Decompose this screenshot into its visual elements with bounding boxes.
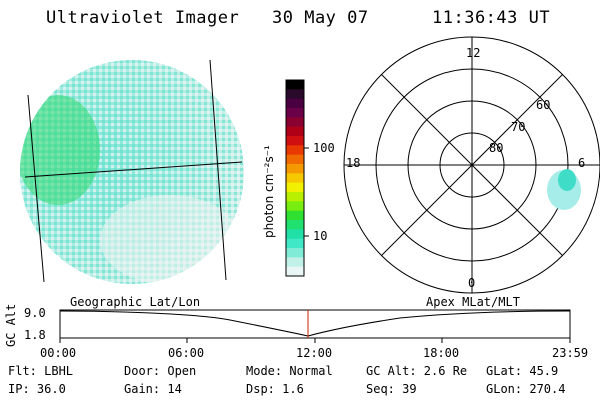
latitude-line [24,161,243,178]
instrument-title: Ultraviolet Imager [46,8,240,28]
altitude-xtick-1200: 12:00 [296,346,333,360]
colorbar-segment [286,117,304,128]
colorbar-segment [286,89,304,100]
mlt-label-6: 6 [578,156,586,170]
colorbar-segment [286,126,304,137]
colorbar-segment [286,108,304,118]
colorbar-segment [286,238,304,249]
info-gc-alt: GC Alt: 2.6 Re [366,364,468,378]
mlt-label-18: 18 [346,156,361,170]
colorbar-segment [286,136,304,146]
polar-aurora-blob [547,169,581,210]
altitude-xtick-2359: 23:59 [552,346,589,360]
info-glon: GLon: 270.4 [486,382,566,396]
colorbar-segment [286,210,304,221]
date-label: 30 May 07 [272,8,369,28]
colorbar-segment [286,229,304,240]
time-label: 11:36:43 UT [432,8,551,28]
colorbar-segment [286,164,304,174]
colorbar-label-10: 10 [313,229,328,243]
mlt-label-0: 0 [468,276,476,290]
geographic-caption: Geographic Lat/Lon [70,295,201,309]
colorbar-segment [286,248,304,258]
colorbar-segment [286,145,304,156]
info-mode: Mode: Normal [246,364,333,378]
info-seq: Seq: 39 [366,382,417,396]
colorbar [286,80,304,277]
colorbar-segment [286,98,304,109]
lat-label-70: 70 [511,120,526,134]
earth-disk [20,59,244,284]
altitude-xtick-0600: 06:00 [168,346,205,360]
info-dsp: Dsp: 1.6 [246,382,304,396]
colorbar-segment [286,257,304,268]
aurora-bright-region [20,95,100,205]
altitude-xtick-1800: 18:00 [423,346,460,360]
colorbar-segment [286,80,304,90]
colorbar-segment [286,220,304,230]
apex-caption: Apex MLat/MLT [426,295,520,309]
info-gain: Gain: 14 [124,382,182,396]
colorbar-segment [286,201,304,212]
colorbar-segment [286,266,304,277]
colorbar-unit-label: photon cm⁻²s⁻¹ [262,145,276,238]
lat-label-60: 60 [536,98,551,112]
colorbar-label-100: 100 [313,141,335,155]
colorbar-frame [285,79,305,277]
colorbar-segment [286,173,304,184]
polar-diagonal-2 [381,74,563,256]
altitude-xtick-0000: 00:00 [40,346,77,360]
polar-plot [343,36,600,294]
info-ip: IP: 36.0 [8,382,66,396]
info-filter: Flt: LBHL [8,364,74,378]
info-door: Door: Open [124,364,197,378]
colorbar-segment [286,182,304,193]
mlt-label-12: 12 [466,46,481,60]
altitude-plot [59,309,571,343]
altitude-curve [59,310,571,337]
longitude-line-east [209,59,227,281]
colorbar-segment [286,192,304,202]
lat-label-80: 80 [489,141,504,155]
altitude-ylabel: GC Alt [4,303,18,347]
colorbar-segment [286,154,304,165]
altitude-ytick-1-8: 1.8 [24,328,46,342]
longitude-line-west [27,94,45,283]
altitude-ytick-9: 9.0 [24,306,46,320]
info-glat: GLat: 45.9 [486,364,559,378]
